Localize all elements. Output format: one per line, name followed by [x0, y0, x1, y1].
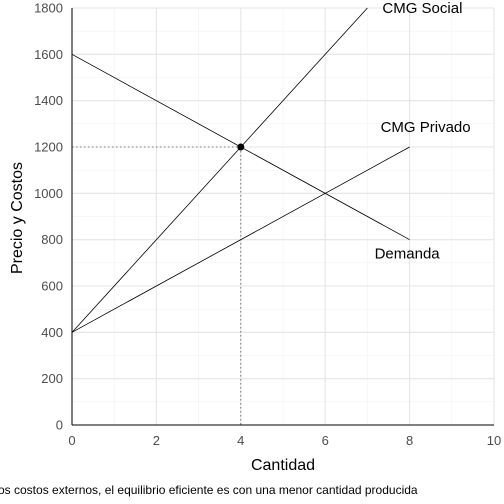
- x-tick-label: 10: [487, 433, 501, 448]
- y-axis-title: Precio y Costos: [9, 162, 26, 274]
- y-tick-label: 400: [41, 325, 63, 340]
- y-tick-label: 1000: [34, 186, 63, 201]
- equilibrium-guides: [72, 146, 242, 425]
- x-tick-label: 8: [406, 433, 413, 448]
- x-axis-title: Cantidad: [251, 457, 315, 474]
- y-tick-label: 1200: [34, 140, 63, 155]
- y-tick-label: 1400: [34, 93, 63, 108]
- series-line-cmg-privado: [71, 146, 410, 333]
- x-tick-label: 6: [322, 433, 329, 448]
- series-line-cmg-social: [71, 7, 368, 333]
- tick-labels: 0 2 4 6 8 10 0 200 400 600 800 1000 1200 1400 1600 1800: [34, 1, 501, 449]
- series-label-cmg-social: CMG Social: [382, 0, 462, 17]
- x-tick-label: 4: [237, 433, 244, 448]
- series-labels: CMG Social CMG Privado Demanda: [375, 0, 471, 263]
- y-tick-label: 1800: [34, 1, 63, 16]
- y-tick-label: 200: [41, 371, 63, 386]
- y-tick-label: 600: [41, 279, 63, 294]
- series-label-cmg-privado: CMG Privado: [381, 119, 471, 136]
- series-lines: [71, 7, 410, 333]
- series-label-demanda: Demanda: [375, 246, 441, 263]
- axes: [71, 8, 494, 426]
- equilibrium-point: [237, 143, 245, 151]
- x-tick-label: 2: [153, 433, 160, 448]
- y-tick-label: 1600: [34, 47, 63, 62]
- grid: [71, 7, 495, 426]
- caption: os costos externos, el equilibrio eficie…: [0, 483, 418, 497]
- y-tick-label: 800: [41, 232, 63, 247]
- x-tick-label: 0: [68, 433, 75, 448]
- y-tick-label: 0: [56, 418, 63, 433]
